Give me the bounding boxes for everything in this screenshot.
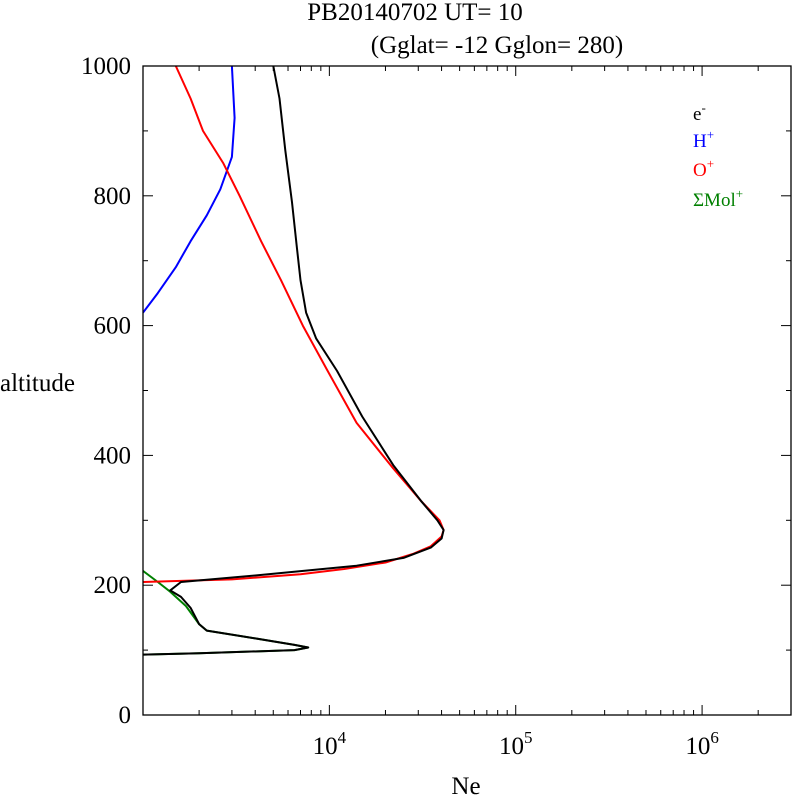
series-line-3 xyxy=(143,66,445,656)
legend-entry: O+ xyxy=(693,156,714,181)
plot-frame xyxy=(142,65,792,716)
legend: e-H+ O+ ΣMol+ xyxy=(693,100,743,211)
series-line-0 xyxy=(143,570,310,656)
x-tick-label: 105 xyxy=(499,728,533,760)
y-tick-label: 600 xyxy=(94,313,132,340)
x-tick-label: 104 xyxy=(313,728,347,760)
series-line-1 xyxy=(143,66,236,314)
x-axis-label: Ne xyxy=(451,773,480,795)
x-tick-label: 106 xyxy=(685,728,719,760)
chart-title: PB20140702 UT= 10 xyxy=(307,0,523,26)
y-tick-labels: 0 200 400 600 800 1000 xyxy=(81,53,131,729)
chart-subtitle: (Gglat= -12 Gglon= 280) xyxy=(371,32,623,59)
y-tick-label: 0 xyxy=(119,702,132,729)
x-tick-labels: 104 105 106 xyxy=(313,728,719,760)
series-line-2 xyxy=(143,66,445,583)
y-tick-label: 400 xyxy=(94,442,132,469)
legend-entry: ΣMol+ xyxy=(693,186,743,211)
y-tick-label: 1000 xyxy=(81,53,131,80)
legend-entry: e- xyxy=(693,100,706,125)
y-tick-label: 200 xyxy=(94,572,132,599)
y-axis-label: altitude xyxy=(0,370,75,397)
legend-entry: H+ xyxy=(693,127,714,152)
plot-area xyxy=(143,66,445,656)
y-tick-label: 800 xyxy=(94,183,132,210)
